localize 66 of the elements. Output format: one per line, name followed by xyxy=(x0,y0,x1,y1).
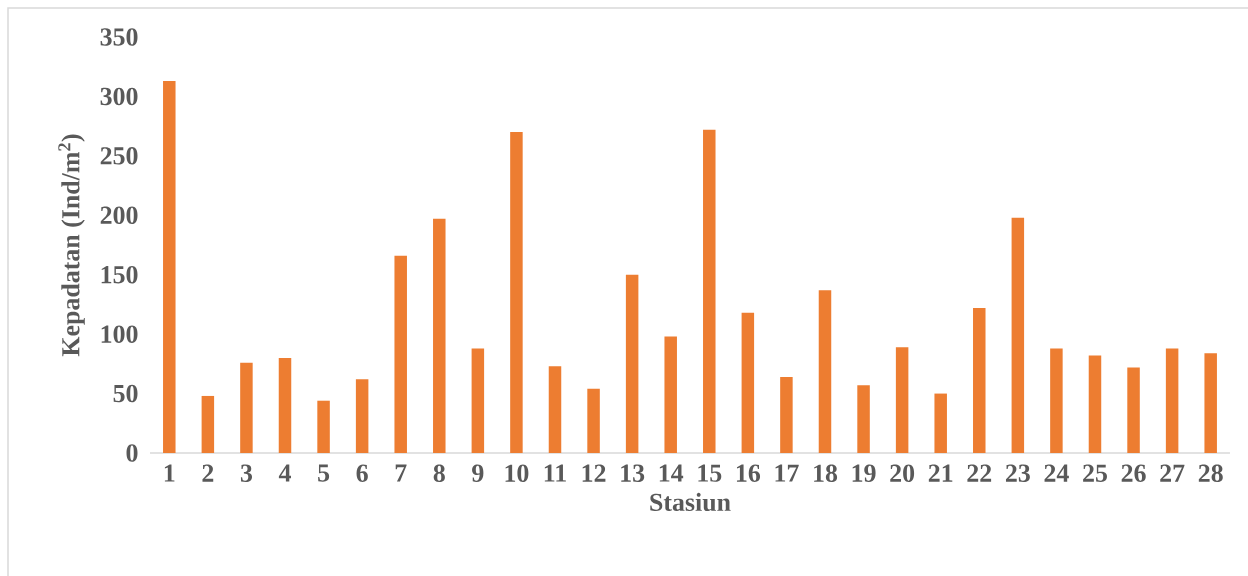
bar xyxy=(355,379,369,453)
x-tick-label: 12 xyxy=(582,464,606,482)
x-axis-title: Stasiun xyxy=(650,492,731,512)
bar xyxy=(471,348,485,453)
x-tick-label: 13 xyxy=(621,464,645,482)
x-tick-label: 2 xyxy=(202,464,214,482)
bar xyxy=(741,312,755,453)
bar xyxy=(510,132,523,453)
y-tick-label: 100 xyxy=(101,325,138,343)
x-tick-label: 24 xyxy=(1044,464,1069,482)
bar xyxy=(1204,353,1217,453)
x-tick-label: 1 xyxy=(164,464,175,482)
bar xyxy=(201,395,215,453)
x-tick-label: 23 xyxy=(1005,464,1030,482)
x-tick-label: 4 xyxy=(278,464,291,482)
bar xyxy=(818,290,832,453)
x-tick-label: 9 xyxy=(472,464,484,482)
y-tick-label: 150 xyxy=(101,265,138,284)
x-tick-label: 11 xyxy=(544,464,566,482)
x-tick-label: 5 xyxy=(318,464,330,482)
x-tick-label: 20 xyxy=(890,464,915,482)
x-tick-label: 10 xyxy=(505,464,529,482)
bar xyxy=(240,362,253,453)
y-tick-label: 250 xyxy=(100,147,138,165)
x-tick-label: 17 xyxy=(775,464,799,482)
bar xyxy=(278,357,292,453)
x-tick-label: 19 xyxy=(852,464,876,482)
y-tick-label: 350 xyxy=(100,28,138,46)
y-tick-label: 300 xyxy=(100,87,138,106)
bar xyxy=(1127,367,1140,453)
x-tick-label: 18 xyxy=(814,464,838,482)
x-tick-label: 22 xyxy=(967,464,992,482)
bar xyxy=(703,129,716,453)
x-tick-label: 21 xyxy=(928,464,953,482)
bar xyxy=(625,274,639,453)
x-tick-label: 16 xyxy=(736,464,761,482)
bar xyxy=(163,80,176,453)
bar xyxy=(664,336,677,453)
x-tick-label: 3 xyxy=(240,464,253,482)
bar xyxy=(587,388,600,453)
bar xyxy=(973,307,986,453)
x-tick-label: 25 xyxy=(1083,464,1107,482)
bar xyxy=(934,393,947,453)
bar xyxy=(1050,348,1063,453)
x-tick-label: 28 xyxy=(1198,464,1223,482)
y-tick-label: 50 xyxy=(113,384,138,403)
bar xyxy=(1011,217,1025,453)
bar xyxy=(394,255,407,453)
y-tick-label: 0 xyxy=(126,444,138,462)
y-axis-title: Kepadatan (Ind/m$^{2}$) xyxy=(58,134,85,357)
bar xyxy=(1165,348,1179,453)
bar xyxy=(317,400,330,453)
x-tick-label: 15 xyxy=(698,464,722,482)
bar xyxy=(1088,355,1102,453)
bar xyxy=(780,376,793,453)
x-tick-label: 7 xyxy=(395,464,407,482)
x-tick-label: 14 xyxy=(659,464,684,482)
x-tick-label: 27 xyxy=(1160,464,1185,482)
bar xyxy=(857,385,870,453)
x-tick-label: 26 xyxy=(1121,464,1146,482)
bar xyxy=(895,347,909,453)
y-tick-label: 200 xyxy=(100,206,138,225)
x-tick-label: 8 xyxy=(433,464,445,482)
bar xyxy=(548,366,562,453)
x-tick-label: 6 xyxy=(356,464,368,482)
bar xyxy=(433,218,446,453)
